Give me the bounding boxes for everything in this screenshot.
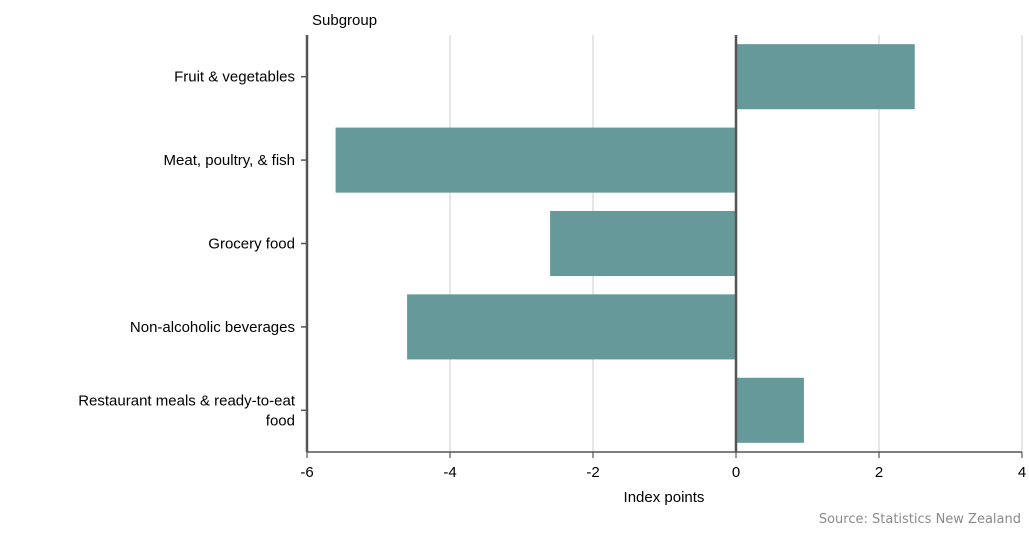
bar: [550, 210, 736, 277]
x-tick-label: 2: [875, 464, 883, 481]
x-tick-label: -4: [443, 464, 456, 481]
x-tick-labels: -6 -4 -2 0 2 4: [300, 464, 1026, 481]
bar: [407, 294, 736, 360]
category-label: Fruit & vegetables: [174, 69, 295, 86]
category-label: Restaurant meals & ready-to-eat: [78, 392, 296, 409]
source-note: Source: Statistics New Zealand: [818, 512, 1021, 527]
bar: [736, 377, 804, 443]
x-tick-label: 0: [732, 464, 740, 481]
x-tick-label: -6: [300, 464, 313, 481]
x-tick-label: 4: [1018, 464, 1026, 481]
axes: [301, 35, 1023, 458]
x-axis-title: Index points: [624, 489, 705, 505]
x-tick-label: -2: [586, 464, 599, 481]
category-label: Grocery food: [208, 236, 295, 253]
category-label: Non-alcoholic beverages: [130, 319, 295, 336]
category-label: food: [266, 412, 295, 429]
category-label: Meat, poultry, & fish: [164, 152, 295, 169]
bar: [736, 44, 915, 110]
bars: [335, 44, 915, 443]
y-axis-title: Subgroup: [312, 12, 377, 29]
category-labels: Fruit & vegetables Meat, poultry, & fish G…: [78, 69, 296, 430]
bar: [335, 127, 736, 193]
bar-chart: Fruit & vegetables Meat, poultry, & fish G…: [78, 12, 1026, 505]
